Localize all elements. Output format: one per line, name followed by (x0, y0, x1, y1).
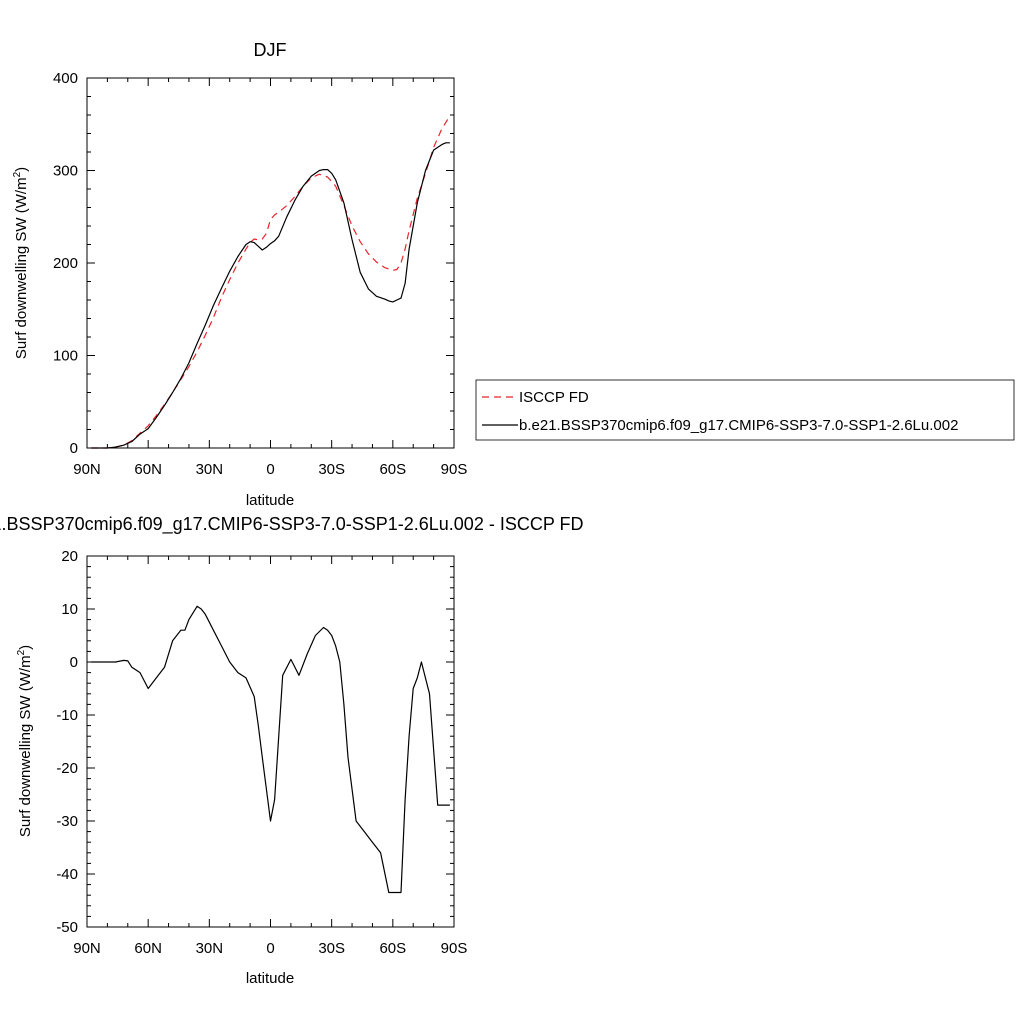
y-tick-label: 20 (61, 548, 78, 565)
x-tick-label: 0 (266, 940, 274, 957)
panel-top: DJF 90N 60N 30N 0 30S 60S 90S 0 100 200 300 400 lat… (12, 40, 467, 509)
y-tick-label: 10 (61, 601, 78, 618)
y-tick-label: -50 (56, 919, 78, 936)
x-axis-label: latitude (246, 970, 294, 987)
x-tick-label: 0 (266, 461, 274, 478)
series-line-1 (91, 142, 450, 449)
panel-bottom: b.e21.BSSP370cmip6.f09_g17.CMIP6-SSP3-7.… (0, 514, 584, 987)
series-line-0 (91, 115, 451, 449)
x-tick-label: 30N (196, 461, 224, 478)
ticks-layer: 90N 60N 30N 0 30S 60S 90S -50 -40 -30 -20 -10 0 10 20 (56, 548, 467, 957)
y-tick-label: 300 (53, 163, 78, 180)
x-tick-label: 30S (318, 461, 345, 478)
x-tick-label: 60N (134, 940, 162, 957)
y-tick-label: -40 (56, 866, 78, 883)
y-tick-label: 200 (53, 255, 78, 272)
legend-label-isccp: ISCCP FD (519, 389, 589, 406)
y-tick-label: -20 (56, 760, 78, 777)
x-tick-label: 90S (441, 940, 468, 957)
y-tick-label: 100 (53, 348, 78, 365)
series-layer (91, 605, 450, 894)
plot-frame (86, 555, 455, 928)
x-tick-label: 90S (441, 461, 468, 478)
legend-label-model: b.e21.BSSP370cmip6.f09_g17.CMIP6-SSP3-7.… (519, 417, 958, 434)
x-axis-label: latitude (246, 492, 294, 509)
y-axis-label: Surf downwelling SW (W/m2) (12, 167, 30, 359)
x-tick-label: 30S (318, 940, 345, 957)
x-tick-label: 30N (196, 940, 224, 957)
y-tick-label: 0 (70, 440, 78, 457)
x-tick-label: 60S (379, 461, 406, 478)
chart-title: b.e21.BSSP370cmip6.f09_g17.CMIP6-SSP3-7.… (0, 514, 584, 535)
chart-title: DJF (254, 40, 287, 60)
x-tick-label: 60S (379, 940, 406, 957)
series-layer (91, 115, 451, 449)
ticks-layer: 90N 60N 30N 0 30S 60S 90S 0 100 200 300 400 (53, 70, 467, 478)
y-tick-label: 0 (70, 654, 78, 671)
plot-frame (86, 77, 455, 449)
y-tick-label: -30 (56, 813, 78, 830)
x-tick-label: 60N (134, 461, 162, 478)
x-tick-label: 90N (73, 461, 101, 478)
x-tick-label: 90N (73, 940, 101, 957)
y-axis-label: Surf downwelling SW (W/m2) (16, 645, 34, 837)
legend: ISCCP FD b.e21.BSSP370cmip6.f09_g17.CMIP… (475, 379, 1015, 441)
y-tick-label: -10 (56, 707, 78, 724)
legend-box (475, 379, 1015, 441)
series-line-0 (91, 605, 450, 894)
y-tick-label: 400 (53, 70, 78, 87)
